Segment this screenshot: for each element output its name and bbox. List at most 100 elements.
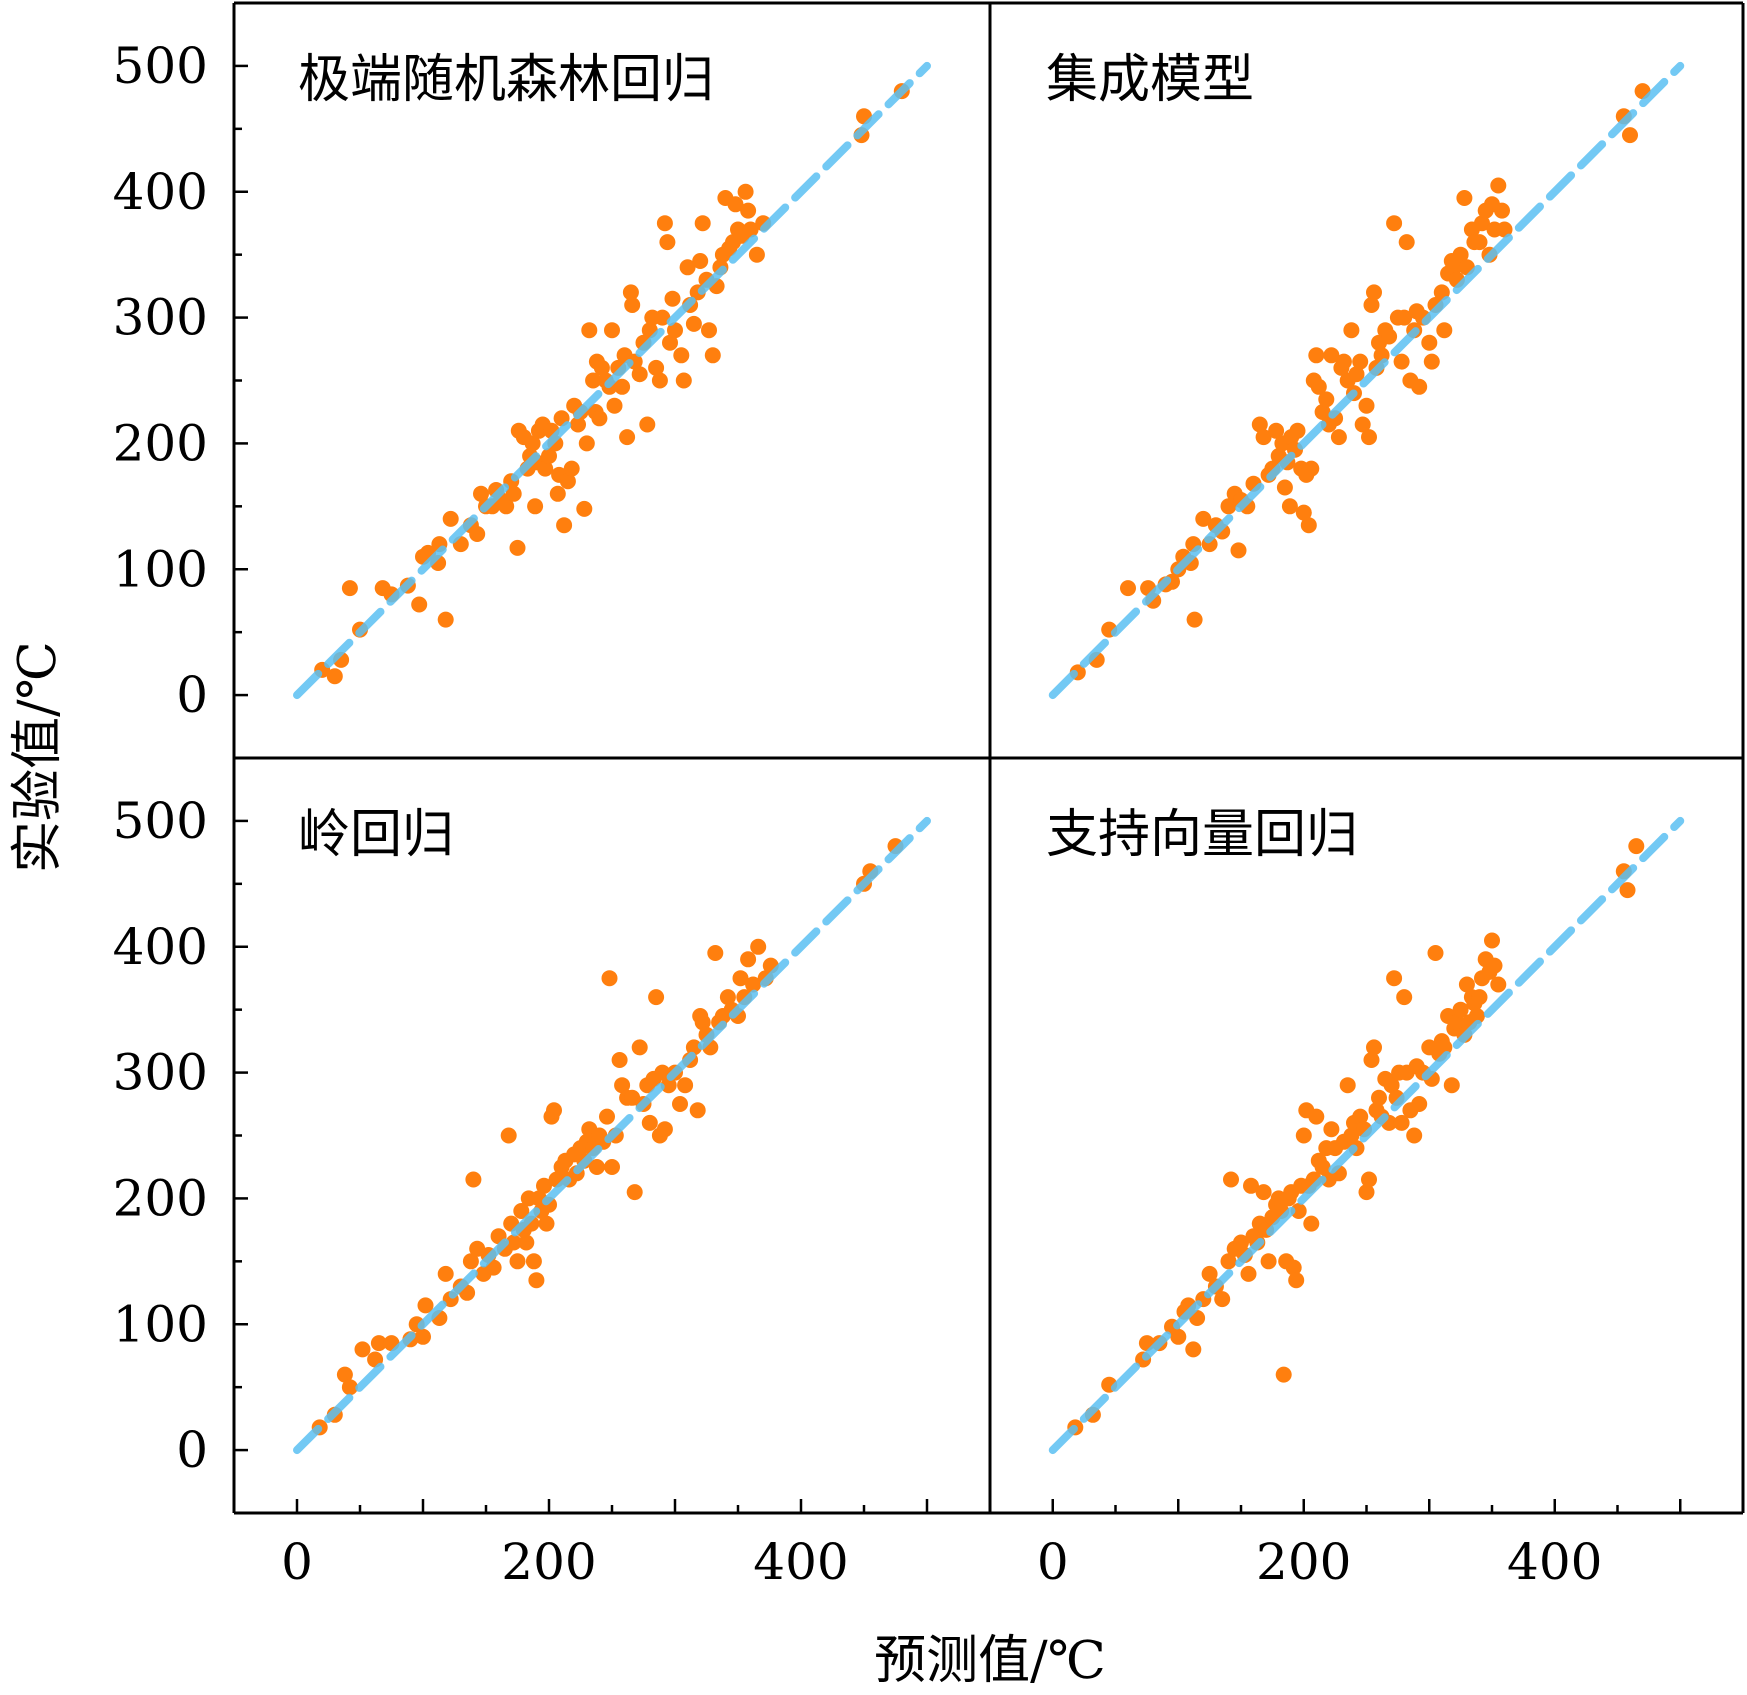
data-point bbox=[1343, 1127, 1360, 1144]
data-point bbox=[570, 416, 586, 433]
y-tick-label: 200 bbox=[113, 414, 208, 472]
data-point bbox=[1214, 1291, 1231, 1308]
data-point bbox=[685, 315, 702, 332]
data-point bbox=[1366, 1039, 1382, 1056]
data-point bbox=[626, 1184, 643, 1201]
data-point bbox=[1323, 347, 1340, 364]
data-point bbox=[1276, 479, 1293, 496]
data-point bbox=[505, 485, 522, 502]
data-point bbox=[707, 945, 724, 961]
data-point bbox=[1186, 611, 1203, 628]
data-point bbox=[442, 510, 459, 527]
data-point bbox=[556, 517, 573, 534]
data-point bbox=[354, 1341, 371, 1358]
data-point bbox=[1427, 945, 1444, 961]
data-point bbox=[1285, 1259, 1302, 1276]
data-point bbox=[1185, 1341, 1202, 1358]
x-tick-label: 400 bbox=[753, 1533, 848, 1591]
data-point bbox=[1494, 202, 1510, 219]
x-tick-label: 0 bbox=[1037, 1533, 1069, 1591]
data-point bbox=[437, 1265, 454, 1282]
panel-title: 岭回归 bbox=[298, 805, 454, 865]
data-point bbox=[654, 309, 671, 326]
data-point bbox=[341, 580, 358, 597]
data-point bbox=[1289, 422, 1306, 439]
data-point bbox=[692, 253, 709, 269]
data-point bbox=[559, 473, 576, 490]
data-point bbox=[750, 938, 767, 955]
data-point bbox=[585, 372, 602, 389]
data-point bbox=[704, 347, 721, 364]
data-point bbox=[1363, 297, 1380, 313]
data-point bbox=[1456, 190, 1473, 206]
data-point bbox=[1281, 498, 1298, 515]
y-tick-label: 500 bbox=[113, 37, 208, 95]
data-point bbox=[606, 397, 623, 414]
data-point bbox=[1260, 1253, 1277, 1270]
data-point bbox=[1452, 246, 1469, 263]
data-point bbox=[1436, 322, 1453, 339]
data-point bbox=[656, 1121, 673, 1138]
data-point bbox=[1471, 234, 1488, 251]
data-point bbox=[509, 1253, 526, 1270]
data-point bbox=[1303, 1215, 1320, 1232]
data-point bbox=[622, 284, 639, 301]
data-point bbox=[1393, 1114, 1410, 1131]
data-point bbox=[1300, 517, 1317, 534]
data-point bbox=[1458, 976, 1475, 993]
data-point bbox=[1619, 882, 1636, 899]
data-point bbox=[326, 668, 343, 685]
data-point bbox=[465, 1171, 482, 1188]
data-point bbox=[641, 1114, 658, 1131]
data-point bbox=[505, 1234, 522, 1251]
data-point bbox=[1195, 510, 1212, 527]
data-point bbox=[1398, 234, 1415, 251]
y-tick-label: 400 bbox=[113, 163, 208, 221]
data-point bbox=[1343, 322, 1360, 339]
x-tick-label: 200 bbox=[1256, 1533, 1351, 1591]
data-point bbox=[660, 1077, 677, 1094]
data-point bbox=[701, 322, 717, 339]
panel-title: 支持向量回归 bbox=[1046, 805, 1358, 865]
data-point bbox=[1361, 429, 1377, 446]
data-point bbox=[675, 372, 692, 389]
data-point bbox=[1303, 460, 1320, 477]
data-point bbox=[1308, 347, 1325, 364]
data-point bbox=[740, 951, 757, 968]
y-tick-label: 300 bbox=[113, 1044, 208, 1102]
data-point bbox=[719, 989, 736, 1006]
data-point bbox=[437, 611, 454, 628]
data-point bbox=[1396, 989, 1413, 1006]
panel-support-vector-regression: 支持向量回归 bbox=[1046, 805, 1685, 1455]
data-point bbox=[524, 435, 541, 452]
reference-line bbox=[1048, 816, 1685, 1455]
data-point bbox=[599, 1108, 615, 1125]
data-point bbox=[654, 1064, 671, 1081]
data-point bbox=[1290, 1203, 1307, 1219]
data-point bbox=[1223, 1171, 1239, 1188]
data-point bbox=[473, 485, 489, 502]
data-point bbox=[415, 1328, 431, 1345]
data-point bbox=[614, 378, 631, 395]
data-point bbox=[742, 221, 759, 238]
data-point bbox=[1468, 1008, 1485, 1024]
data-point bbox=[648, 989, 665, 1006]
data-point bbox=[1396, 309, 1413, 326]
data-point bbox=[1628, 838, 1645, 855]
data-point bbox=[527, 498, 544, 515]
data-point bbox=[1295, 1127, 1312, 1144]
data-points bbox=[314, 83, 910, 685]
data-point bbox=[509, 539, 526, 556]
data-point bbox=[411, 596, 428, 613]
data-point bbox=[677, 1077, 694, 1094]
data-point bbox=[639, 416, 656, 433]
data-point bbox=[689, 1102, 706, 1119]
y-tick-label: 300 bbox=[113, 289, 208, 347]
data-point bbox=[1386, 970, 1403, 987]
y-tick-label: 100 bbox=[113, 540, 208, 598]
panel-ridge-regression: 岭回归 bbox=[293, 805, 931, 1455]
data-point bbox=[614, 1077, 631, 1094]
data-point bbox=[1452, 1001, 1469, 1018]
data-point bbox=[624, 297, 641, 313]
